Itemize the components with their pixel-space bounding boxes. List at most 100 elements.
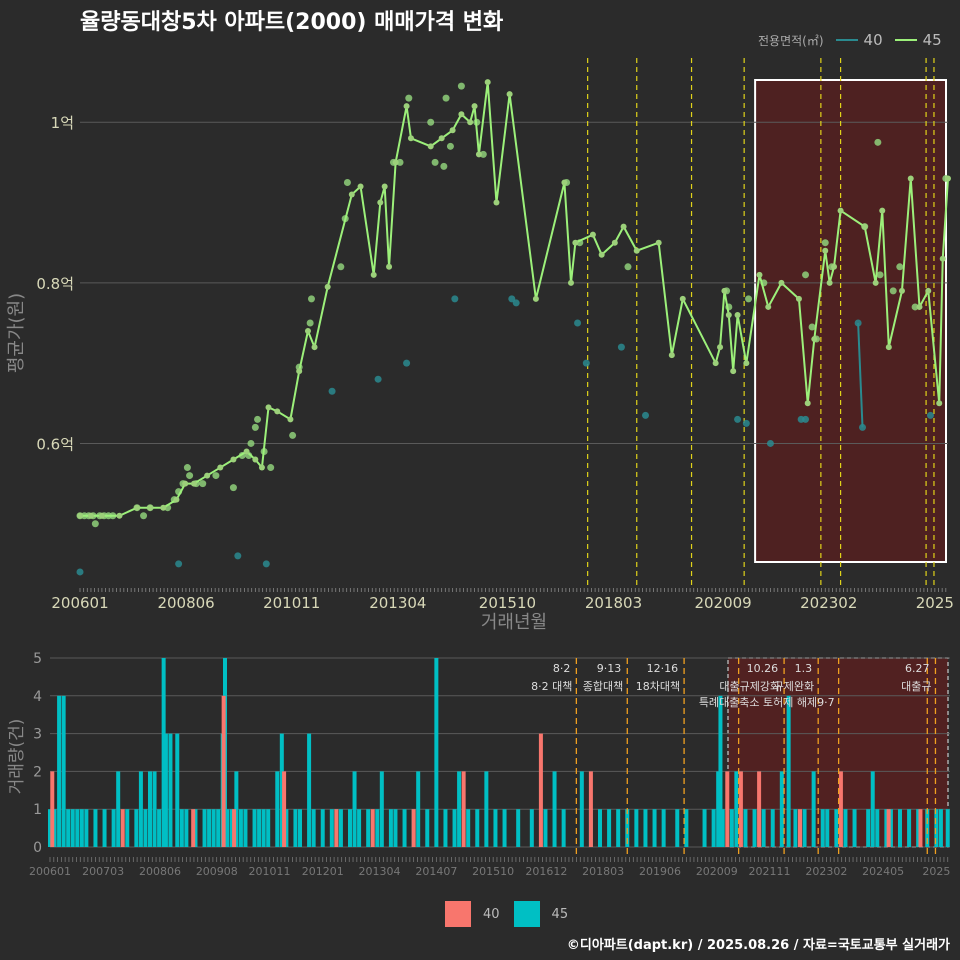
bar-45 bbox=[502, 809, 507, 847]
series-point-45 bbox=[324, 283, 331, 290]
bar-40 bbox=[798, 809, 802, 847]
series-point-45 bbox=[116, 512, 123, 519]
bottom-y-tick-label: 2 bbox=[33, 764, 42, 780]
bar-40 bbox=[282, 771, 287, 847]
series-point-45 bbox=[925, 287, 932, 294]
bar-45 bbox=[157, 809, 162, 847]
series-point-45 bbox=[561, 179, 568, 186]
series-point-45 bbox=[743, 360, 750, 367]
bottom-x-tick-label: 201011 bbox=[249, 865, 291, 878]
highlight-box-top bbox=[754, 79, 947, 563]
bar-45 bbox=[275, 771, 280, 847]
series-point-45 bbox=[265, 404, 272, 411]
series-point-45 bbox=[133, 504, 140, 511]
bottom-x-tick-label: 202009 bbox=[696, 865, 738, 878]
bar-45 bbox=[202, 809, 207, 847]
series-point-45 bbox=[377, 199, 384, 206]
bottom-x-tick-label: 200908 bbox=[196, 865, 238, 878]
bar-45 bbox=[466, 809, 471, 847]
bar-45 bbox=[320, 809, 325, 847]
bar-45 bbox=[252, 809, 257, 847]
series-point-45 bbox=[348, 191, 355, 198]
series-point-45 bbox=[370, 271, 377, 278]
scatter-point-45 bbox=[442, 94, 450, 102]
series-point-45 bbox=[449, 127, 456, 134]
scatter-point-45 bbox=[267, 464, 275, 472]
bar-45 bbox=[475, 809, 480, 847]
bar-45 bbox=[934, 809, 939, 847]
series-point-45 bbox=[532, 295, 539, 302]
legend-line-45 bbox=[894, 39, 917, 41]
bar-45 bbox=[907, 809, 912, 847]
series-point-45 bbox=[147, 504, 154, 511]
series-point-45 bbox=[730, 368, 737, 375]
bar-45 bbox=[652, 809, 657, 847]
series-point-45 bbox=[655, 239, 662, 246]
bar-45 bbox=[843, 809, 848, 847]
scatter-point-45 bbox=[289, 431, 297, 439]
bar-45 bbox=[752, 809, 757, 847]
series-point-45 bbox=[567, 279, 574, 286]
bottom-x-tick-label: 2025 bbox=[922, 865, 950, 878]
bar-45 bbox=[134, 809, 139, 847]
bar-45 bbox=[634, 809, 639, 847]
bar-45 bbox=[684, 809, 689, 847]
series-point-45 bbox=[296, 368, 303, 375]
scatter-point-45 bbox=[229, 484, 237, 492]
bottom-x-tick-label: 201803 bbox=[582, 865, 624, 878]
series-point-45 bbox=[98, 512, 105, 519]
series-point-45 bbox=[633, 247, 640, 254]
policy-event-label: 대출규 bbox=[901, 680, 931, 693]
scatter-point-40 bbox=[802, 415, 810, 423]
scatter-point-45 bbox=[427, 118, 435, 126]
bar-45 bbox=[452, 809, 457, 847]
bar-40 bbox=[918, 809, 923, 847]
bar-45 bbox=[718, 695, 723, 847]
series-line-40 bbox=[857, 322, 864, 428]
bar-45 bbox=[125, 809, 130, 847]
series-point-45 bbox=[467, 119, 474, 126]
scatter-point-45 bbox=[199, 480, 207, 488]
series-point-45 bbox=[795, 295, 802, 302]
bar-45 bbox=[729, 809, 734, 847]
bar-45 bbox=[57, 695, 62, 847]
policy-event-label: 18차대책 bbox=[636, 680, 680, 693]
bar-45 bbox=[484, 771, 489, 847]
series-point-45 bbox=[204, 472, 211, 479]
chart-title: 율량동대창5차 아파트(2000) 매매가격 변화 bbox=[80, 10, 504, 35]
bar-45 bbox=[116, 771, 121, 847]
bar-40 bbox=[370, 809, 375, 847]
bar-45 bbox=[884, 809, 889, 847]
scatter-point-40 bbox=[262, 560, 270, 568]
series-point-45 bbox=[230, 456, 237, 463]
series-point-45 bbox=[679, 295, 686, 302]
bar-45 bbox=[820, 809, 825, 847]
bar-45 bbox=[734, 771, 739, 847]
series-point-45 bbox=[717, 344, 724, 351]
scatter-point-40 bbox=[642, 411, 650, 419]
bottom-y-tick-label: 4 bbox=[33, 689, 42, 705]
series-point-45 bbox=[287, 416, 294, 423]
bar-45 bbox=[402, 809, 407, 847]
series-point-45 bbox=[357, 183, 364, 190]
bar-45 bbox=[175, 733, 180, 847]
top-x-tick-label: 201011 bbox=[263, 594, 320, 612]
top-x-tick-label: 201510 bbox=[479, 594, 536, 612]
bar-45 bbox=[229, 809, 234, 847]
bar-45 bbox=[888, 809, 893, 847]
series-point-45 bbox=[898, 287, 905, 294]
bar-45 bbox=[366, 809, 371, 847]
series-point-45 bbox=[160, 504, 167, 511]
bottom-y-tick-label: 3 bbox=[33, 727, 42, 743]
scatter-point-45 bbox=[254, 415, 262, 423]
bar-45 bbox=[702, 809, 707, 847]
series-point-45 bbox=[765, 303, 772, 310]
series-point-45 bbox=[668, 352, 675, 359]
scatter-point-45 bbox=[446, 142, 454, 150]
bar-40 bbox=[886, 809, 891, 847]
top-y-axis-label: 평균가(원) bbox=[6, 293, 27, 373]
series-point-45 bbox=[243, 448, 250, 455]
scatter-point-45 bbox=[745, 295, 753, 303]
bar-45 bbox=[457, 771, 462, 847]
bottom-x-tick-label: 200601 bbox=[29, 865, 71, 878]
